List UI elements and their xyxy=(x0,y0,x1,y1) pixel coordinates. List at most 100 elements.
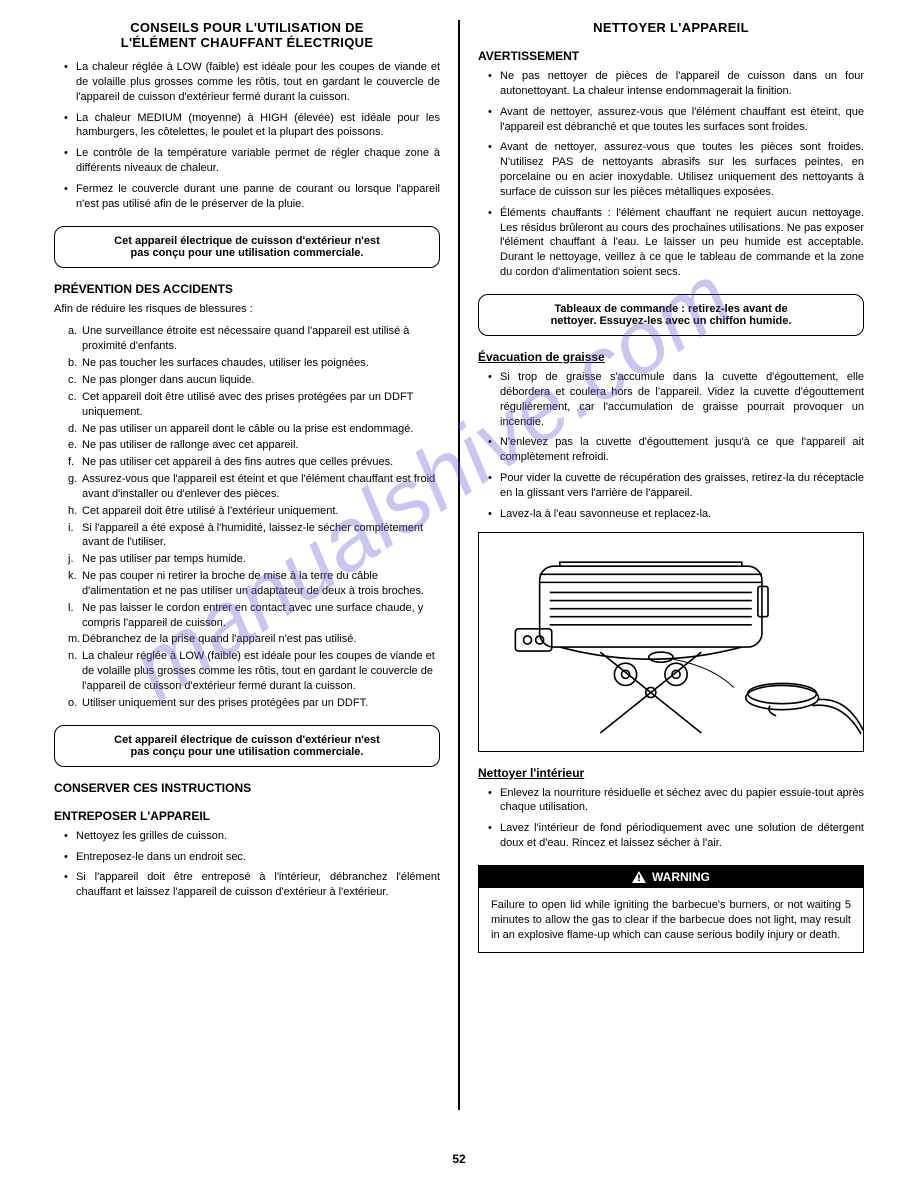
list-item: •Avant de nettoyer, assurez-vous que tou… xyxy=(488,140,864,199)
notice-box: Cet appareil électrique de cuisson d'ext… xyxy=(54,226,440,268)
list-item: e.Ne pas utiliser de rallonge avec cet a… xyxy=(68,438,440,453)
bullet: • xyxy=(488,435,500,465)
warning-head-text: WARNING xyxy=(652,870,710,884)
list-text: Une surveillance étroite est nécessaire … xyxy=(82,324,440,354)
marker: i. xyxy=(68,521,82,551)
bullet: • xyxy=(64,182,76,212)
bullet: • xyxy=(488,140,500,199)
list-item: •La chaleur MEDIUM (moyenne) à HIGH (éle… xyxy=(64,111,440,141)
marker: o. xyxy=(68,696,82,711)
list-item: b.Ne pas toucher les surfaces chaudes, u… xyxy=(68,356,440,371)
marker: j. xyxy=(68,552,82,567)
inside-heading: Nettoyer l'intérieur xyxy=(478,766,864,780)
list-item: •Nettoyez les grilles de cuisson. xyxy=(64,829,440,844)
list-item: h.Cet appareil doit être utilisé à l'ext… xyxy=(68,504,440,519)
list-item: •Lavez l'intérieur de fond périodiquemen… xyxy=(488,821,864,851)
list-text: Débranchez de la prise quand l'appareil … xyxy=(82,632,356,647)
prevent-list: a.Une surveillance étroite est nécessair… xyxy=(68,324,440,710)
list-text: Enlevez la nourriture résiduelle et séch… xyxy=(500,786,864,816)
list-text: Ne pas utiliser cet appareil à des fins … xyxy=(82,455,393,470)
grill-illustration xyxy=(478,532,864,752)
list-text: Nettoyez les grilles de cuisson. xyxy=(76,829,227,844)
list-text: Avant de nettoyer, assurez-vous que tout… xyxy=(500,140,864,199)
save-heading: CONSERVER CES INSTRUCTIONS xyxy=(54,781,440,795)
bullet: • xyxy=(64,850,76,865)
list-item: •Enlevez la nourriture résiduelle et séc… xyxy=(488,786,864,816)
marker: c. xyxy=(68,390,82,420)
list-item: a.Une surveillance étroite est nécessair… xyxy=(68,324,440,354)
marker: a. xyxy=(68,324,82,354)
marker: f. xyxy=(68,455,82,470)
marker: d. xyxy=(68,422,82,437)
list-item: o.Utiliser uniquement sur des prises pro… xyxy=(68,696,440,711)
heading-line: L'ÉLÉMENT CHAUFFANT ÉLECTRIQUE xyxy=(121,35,374,50)
marker: b. xyxy=(68,356,82,371)
usage-tips-list: •La chaleur réglée à LOW (faible) est id… xyxy=(64,60,440,212)
list-item: d.Ne pas utiliser un appareil dont le câ… xyxy=(68,422,440,437)
list-text: Ne pas laisser le cordon entrer en conta… xyxy=(82,601,440,631)
list-item: •Le contrôle de la température variable … xyxy=(64,146,440,176)
list-item: c.Ne pas plonger dans aucun liquide. xyxy=(68,373,440,388)
bullet: • xyxy=(488,370,500,429)
notice-line: Tableaux de commande : retirez-les avant… xyxy=(554,303,787,315)
right-heading: NETTOYER L'APPAREIL xyxy=(478,20,864,35)
bullet: • xyxy=(64,870,76,900)
inside-list: •Enlevez la nourriture résiduelle et séc… xyxy=(488,786,864,851)
heading-line: CONSEILS POUR L'UTILISATION DE xyxy=(130,20,364,35)
list-text: Entreposez-le dans un endroit sec. xyxy=(76,850,246,865)
marker: l. xyxy=(68,601,82,631)
list-item: •Avant de nettoyer, assurez-vous que l'é… xyxy=(488,105,864,135)
list-text: Pour vider la cuvette de récupération de… xyxy=(500,471,864,501)
list-item: n.La chaleur réglée à LOW (faible) est i… xyxy=(68,649,440,694)
notice-box: Cet appareil électrique de cuisson d'ext… xyxy=(54,725,440,767)
notice-line: Cet appareil électrique de cuisson d'ext… xyxy=(114,235,380,247)
list-item: j.Ne pas utiliser par temps humide. xyxy=(68,552,440,567)
list-item: •Entreposez-le dans un endroit sec. xyxy=(64,850,440,865)
grease-heading: Évacuation de graisse xyxy=(478,350,864,364)
marker: m. xyxy=(68,632,82,647)
bullet: • xyxy=(488,206,500,280)
list-text: Si l'appareil a été exposé à l'humidité,… xyxy=(82,521,440,551)
list-text: Utiliser uniquement sur des prises proté… xyxy=(82,696,368,711)
grease-list: •Si trop de graisse s'accumule dans la c… xyxy=(488,370,864,522)
list-text: N'enlevez pas la cuvette d'égouttement j… xyxy=(500,435,864,465)
list-text: Cet appareil doit être utilisé à l'extér… xyxy=(82,504,338,519)
list-text: La chaleur MEDIUM (moyenne) à HIGH (élev… xyxy=(76,111,440,141)
bullet: • xyxy=(64,829,76,844)
list-item: c.Cet appareil doit être utilisé avec de… xyxy=(68,390,440,420)
warning-box: WARNING Failure to open lid while igniti… xyxy=(478,865,864,954)
notice-box: Tableaux de commande : retirez-les avant… xyxy=(478,294,864,336)
prevent-heading: PRÉVENTION DES ACCIDENTS xyxy=(54,282,440,296)
content-columns: CONSEILS POUR L'UTILISATION DE L'ÉLÉMENT… xyxy=(40,20,878,1110)
marker: h. xyxy=(68,504,82,519)
list-item: •Lavez-la à l'eau savonneuse et replacez… xyxy=(488,507,864,522)
notice-line: nettoyer. Essuyez-les avec un chiffon hu… xyxy=(551,315,792,327)
notice-line: pas conçu pour une utilisation commercia… xyxy=(131,746,364,758)
grill-svg xyxy=(479,533,863,751)
warning-body: Failure to open lid while igniting the b… xyxy=(479,888,863,953)
storage-heading: ENTREPOSER L'APPAREIL xyxy=(54,809,440,823)
list-item: •Pour vider la cuvette de récupération d… xyxy=(488,471,864,501)
document-page: manualshive.com CONSEILS POUR L'UTILISAT… xyxy=(0,0,918,1188)
marker: c. xyxy=(68,373,82,388)
marker: e. xyxy=(68,438,82,453)
list-text: Éléments chauffants : l'élément chauffan… xyxy=(500,206,864,280)
list-text: Ne pas utiliser de rallonge avec cet app… xyxy=(82,438,298,453)
clean-list: •Ne pas nettoyer de pièces de l'appareil… xyxy=(488,69,864,280)
warning-subheading: AVERTISSEMENT xyxy=(478,49,864,63)
list-item: f.Ne pas utiliser cet appareil à des fin… xyxy=(68,455,440,470)
marker: g. xyxy=(68,472,82,502)
list-text: Ne pas utiliser un appareil dont le câbl… xyxy=(82,422,413,437)
marker: k. xyxy=(68,569,82,599)
notice-line: pas conçu pour une utilisation commercia… xyxy=(131,247,364,259)
list-text: Si l'appareil doit être entreposé à l'in… xyxy=(76,870,440,900)
list-text: Ne pas couper ni retirer la broche de mi… xyxy=(82,569,440,599)
list-text: La chaleur réglée à LOW (faible) est idé… xyxy=(82,649,440,694)
list-item: •La chaleur réglée à LOW (faible) est id… xyxy=(64,60,440,105)
list-text: Ne pas plonger dans aucun liquide. xyxy=(82,373,254,388)
bullet: • xyxy=(488,507,500,522)
bullet: • xyxy=(488,471,500,501)
marker: n. xyxy=(68,649,82,694)
list-item: •Si trop de graisse s'accumule dans la c… xyxy=(488,370,864,429)
list-item: g.Assurez-vous que l'appareil est éteint… xyxy=(68,472,440,502)
